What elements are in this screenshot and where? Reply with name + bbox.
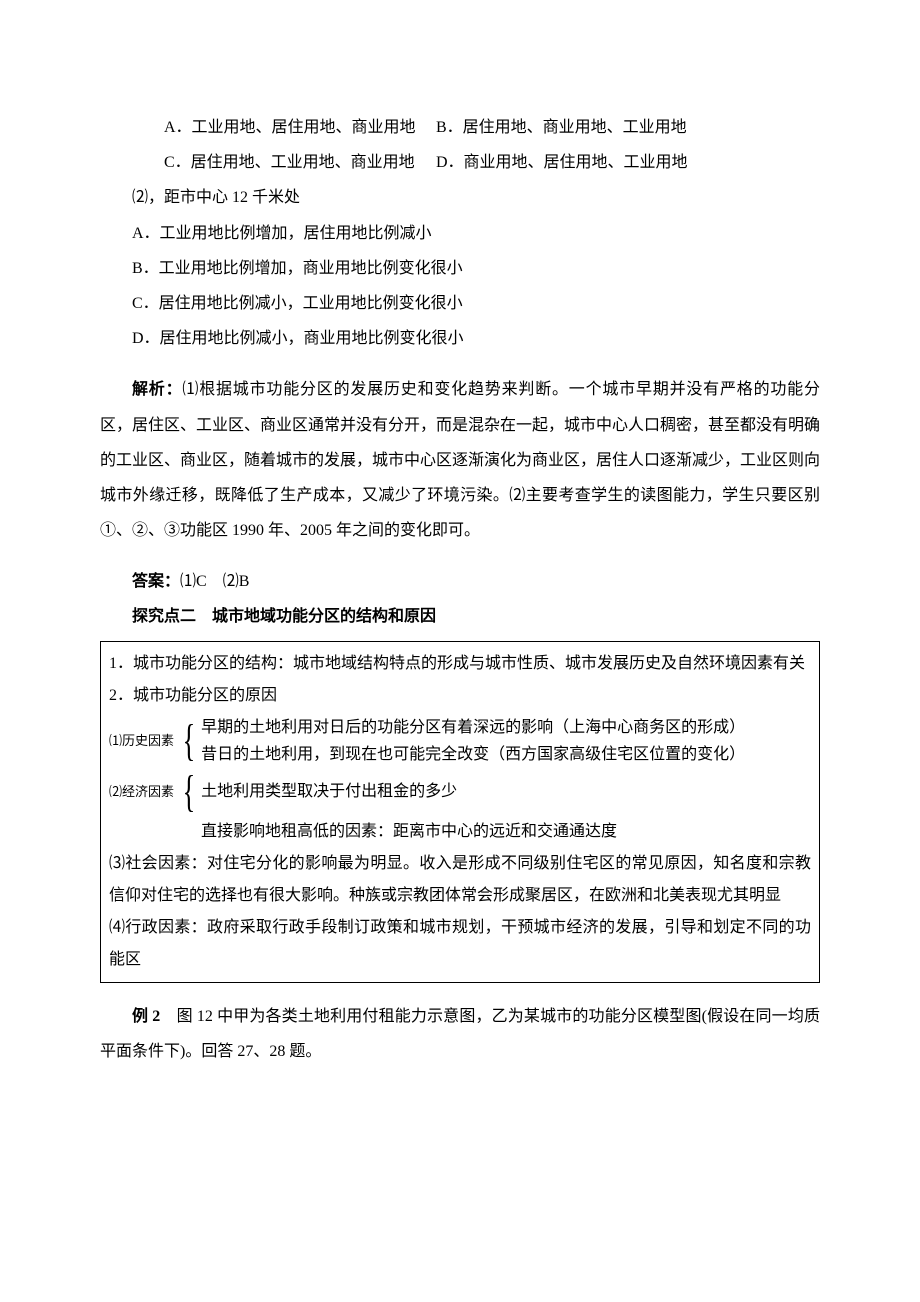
answer-text: ⑴C ⑵B <box>180 573 249 590</box>
factor-economy-label: ⑵经济因素 <box>109 770 178 814</box>
factor-history: ⑴历史因素 { 早期的土地利用对日后的功能分区有着深远的影响（上海中心商务区的形… <box>109 714 811 768</box>
analysis-paragraph: 解析：⑴根据城市功能分区的发展历史和变化趋势来判断。一个城市早期并没有严格的功能… <box>100 372 820 548</box>
factor-history-line2: 昔日的土地利用，到现在也可能完全改变（西方国家高级住宅区位置的变化） <box>201 741 745 768</box>
analysis-text: ⑴根据城市功能分区的发展历史和变化趋势来判断。一个城市早期并没有严格的功能分区，… <box>100 381 820 539</box>
q2-option-b: B．工业用地比例增加，商业用地比例变化很小 <box>100 251 820 286</box>
factor-history-line1: 早期的土地利用对日后的功能分区有着深远的影响（上海中心商务区的形成） <box>201 714 745 741</box>
q2-option-d: D．居住用地比例减小，商业用地比例变化很小 <box>100 321 820 356</box>
brace-icon: { <box>183 714 197 768</box>
factor-admin: ⑷行政因素：政府采取行政手段制订政策和城市规划，干预城市经济的发展，引导和划定不… <box>109 912 811 976</box>
section2-title: 探究点二 城市地域功能分区的结构和原因 <box>100 599 820 634</box>
answer-line: 答案：⑴C ⑵B <box>100 564 820 599</box>
analysis-label: 解析： <box>132 381 182 398</box>
q1-options-line2: C．居住用地、工业用地、商业用地 D．商业用地、居住用地、工业用地 <box>100 145 820 180</box>
answer-label: 答案： <box>132 573 180 590</box>
factor-history-label: ⑴历史因素 <box>109 714 178 768</box>
q1-option-c: C．居住用地、工业用地、商业用地 <box>132 145 432 180</box>
q1-options-line1: A．工业用地、居住用地、商业用地 B．居住用地、商业用地、工业用地 <box>100 110 820 145</box>
example2-label: 例 2 <box>132 1008 160 1025</box>
factor-history-lines: 早期的土地利用对日后的功能分区有着深远的影响（上海中心商务区的形成） 昔日的土地… <box>201 714 745 768</box>
factor-economy-line1: 土地利用类型取决于付出租金的多少 <box>201 778 457 805</box>
example2-text: 图 12 中甲为各类土地利用付租能力示意图，乙为某城市的功能分区模型图(假设在同… <box>100 1008 820 1060</box>
q2-option-c: C．居住用地比例减小，工业用地比例变化很小 <box>100 286 820 321</box>
q1-option-d: D．商业用地、居住用地、工业用地 <box>436 154 688 171</box>
section2-p1: 1．城市功能分区的结构：城市地域结构特点的形成与城市性质、城市发展历史及自然环境… <box>109 648 811 680</box>
brace-icon: { <box>183 770 197 814</box>
factor-social: ⑶社会因素：对住宅分化的影响最为明显。收入是形成不同级别住宅区的常见原因，知名度… <box>109 848 811 912</box>
q1-option-b: B．居住用地、商业用地、工业用地 <box>436 119 687 136</box>
factor-economy: ⑵经济因素 { 土地利用类型取决于付出租金的多少 <box>109 770 811 814</box>
q2-stem: ⑵，距市中心 12 千米处 <box>100 180 820 215</box>
section2-box: 1．城市功能分区的结构：城市地域结构特点的形成与城市性质、城市发展历史及自然环境… <box>100 641 820 983</box>
section2-p2: 2．城市功能分区的原因 <box>109 680 811 712</box>
example2-paragraph: 例 2 图 12 中甲为各类土地利用付租能力示意图，乙为某城市的功能分区模型图(… <box>100 999 820 1069</box>
factor-economy-line2: 直接影响地租高低的因素：距离市中心的远近和交通通达度 <box>109 816 811 848</box>
q2-option-a: A．工业用地比例增加，居住用地比例减小 <box>100 216 820 251</box>
q1-option-a: A．工业用地、居住用地、商业用地 <box>132 110 432 145</box>
factor-economy-lines: 土地利用类型取决于付出租金的多少 <box>201 770 457 814</box>
